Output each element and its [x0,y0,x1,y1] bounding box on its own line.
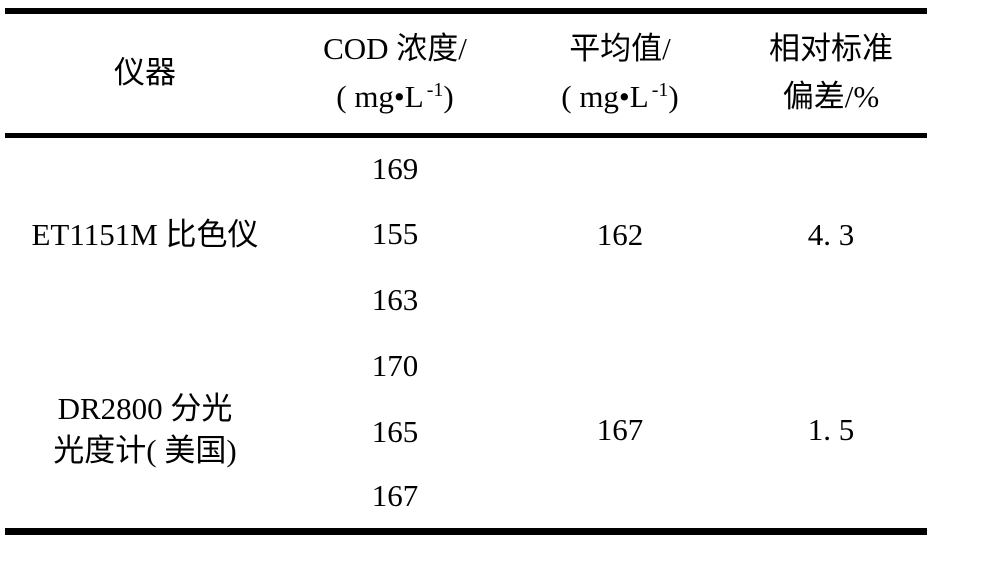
instrument-cell-et1151m: ET1151M 比色仪 [5,135,285,333]
unit-exponent: -1 [651,78,669,101]
header-row: 仪器 COD 浓度/ ( mg•L -1) 平均值/ ( mg•L -1) 相对标准… [5,11,927,135]
table-row: 167 [5,465,927,531]
table-body: ET1151M 比色仪 169 162 4. 3 155 163 DR2800 … [5,135,927,531]
cod-value-cell: 163 [371,282,419,317]
header-cod-concentration: COD 浓度/ ( mg•L -1) [285,11,505,135]
average-cell: 162 [596,217,644,253]
cod-value-cell: 170 [371,348,419,383]
table-row: DR2800 分光 光度计( 美国) 170 167 1. 5 [5,333,927,468]
header-average: 平均值/ ( mg•L -1) [505,11,735,135]
header-average-title: 平均值/ [569,31,671,67]
cod-value-cell: 169 [371,151,419,187]
table-row: 163 [5,267,927,333]
header-rsd-line1: 相对标准 [769,31,893,67]
unit-prefix: ( mg•L [336,79,424,115]
unit-suffix: ) [443,79,454,115]
cod-comparison-table-wrap: 仪器 COD 浓度/ ( mg•L -1) 平均值/ ( mg•L -1) 相对标准… [5,8,927,535]
header-average-unit: ( mg•L -1) [505,73,735,121]
header-instrument: 仪器 [5,11,285,135]
cod-value-cell: 155 [371,216,419,251]
rsd-cell: 1. 5 [807,412,855,448]
cod-value-cell: 167 [371,478,419,514]
instrument-cell-dr2800: DR2800 分光 光度计( 美国) [5,333,285,531]
instrument-name-line1: DR2800 分光 [57,391,233,427]
header-cod-title: COD 浓度/ [323,31,467,67]
cod-value-cell: 165 [371,414,419,449]
unit-suffix: ) [668,79,679,115]
table-row: 155 [5,201,927,267]
header-cod-unit: ( mg•L -1) [285,73,505,121]
rsd-cell: 4. 3 [807,217,855,253]
unit-prefix: ( mg•L [561,79,649,115]
table-row: 165 [5,399,927,465]
header-instrument-label: 仪器 [114,55,176,91]
header-rsd: 相对标准 偏差/% [735,11,927,135]
average-cell: 167 [596,412,644,448]
header-rsd-line2: 偏差/% [782,79,880,115]
unit-exponent: -1 [426,78,444,101]
cod-comparison-table: 仪器 COD 浓度/ ( mg•L -1) 平均值/ ( mg•L -1) 相对标准… [5,8,927,535]
table-row: ET1151M 比色仪 169 162 4. 3 [5,135,927,252]
table-header: 仪器 COD 浓度/ ( mg•L -1) 平均值/ ( mg•L -1) 相对标准… [5,11,927,135]
instrument-name: ET1151M 比色仪 [31,217,259,253]
instrument-name-line2: 光度计( 美国) [53,433,237,469]
